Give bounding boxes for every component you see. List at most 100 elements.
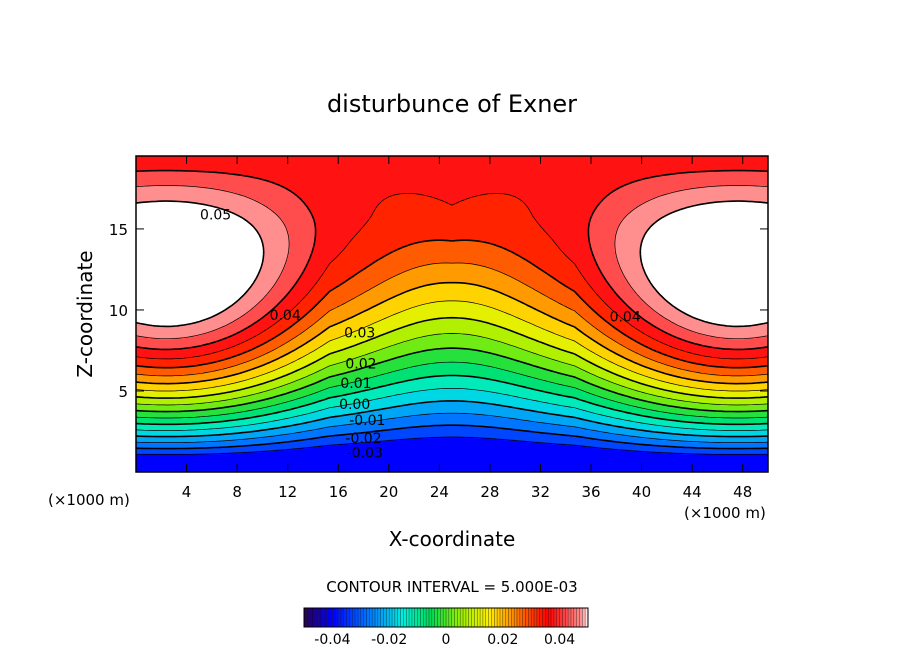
x-tick-label: 20: [379, 483, 398, 501]
colorbar-swatch: [318, 608, 322, 627]
contour-line: [135, 347, 769, 413]
colorbar-swatch: [352, 608, 356, 627]
colorbar-swatch: [392, 608, 395, 627]
colorbar-swatch: [338, 608, 341, 627]
contour-label: 0.04: [270, 308, 301, 324]
colorbar-swatch: [499, 608, 503, 627]
colorbar-swatch: [468, 608, 472, 627]
colorbar-swatch: [542, 608, 546, 627]
plot-frame: [135, 155, 769, 473]
colorbar-swatch: [457, 608, 461, 627]
colorbar-swatch: [360, 608, 364, 627]
colorbar-swatch: [332, 608, 336, 627]
colorbar-frame: [303, 607, 589, 628]
x-axis: 4 8 12 16 20 24 28 32 36 40 44 48: [182, 156, 752, 501]
colorbar-swatch: [531, 608, 535, 627]
colorbar-swatch: [480, 608, 483, 627]
colorbar-tick-label: 0: [442, 632, 451, 648]
colorbar-tick-label: -0.04: [314, 632, 350, 648]
colorbar-tick-label: -0.02: [371, 632, 407, 648]
colorbar-swatch: [306, 608, 310, 627]
colorbar-swatch: [460, 608, 464, 627]
colorbar-swatch: [343, 608, 347, 627]
colorbar-swatch: [426, 608, 429, 627]
colorbar-swatch: [502, 608, 506, 627]
contour-label: -0.01: [349, 413, 385, 429]
colorbar-swatch: [565, 608, 569, 627]
colorbar-swatch: [448, 608, 452, 627]
x-tick-label: 16: [329, 483, 348, 501]
colorbar-swatch: [389, 608, 393, 627]
x-tick-label: 32: [531, 483, 550, 501]
colorbar-swatch: [517, 608, 520, 627]
colorbar-swatch: [321, 608, 324, 627]
colorbar-swatch: [488, 608, 492, 627]
contour-plot: 0.05 0.04 0.04 0.03 0.02 0.01 0.00-0.01 -0.02-0…: [135, 155, 769, 473]
colorbar-swatch: [465, 608, 469, 627]
contour-line: [135, 361, 769, 419]
contour-line: [135, 239, 769, 369]
colorbar-swatch: [579, 608, 583, 627]
colorbar-swatch: [440, 608, 444, 627]
colorbar-stripes: [303, 608, 588, 627]
colorbar-swatch: [417, 608, 421, 627]
colorbar-swatch: [369, 608, 373, 627]
x-unit-right: (×1000 m): [684, 504, 766, 522]
contour-line: [135, 424, 769, 450]
colorbar-swatch: [491, 608, 495, 627]
contour-line: [135, 281, 769, 385]
colorbar-swatch: [428, 608, 432, 627]
y-tick-label: 5: [118, 383, 128, 401]
colorbar-swatch: [397, 608, 401, 627]
x-tick-label: 40: [632, 483, 651, 501]
contour-line: [135, 388, 769, 431]
colorbar-swatch: [505, 608, 509, 627]
colorbar-swatch: [414, 608, 418, 627]
x-tick-label: 36: [581, 483, 600, 501]
contour-line: [135, 169, 769, 351]
colorbar-swatch: [511, 608, 515, 627]
colorbar-swatch: [585, 608, 588, 627]
colorbar-swatch: [420, 608, 424, 627]
colorbar-swatch: [508, 608, 512, 627]
colorbar-swatch: [349, 608, 353, 627]
contour-labels: 0.05 0.04 0.04 0.03 0.02 0.01 0.00-0.01 -0.02-0…: [200, 207, 641, 461]
colorbar-swatch: [329, 608, 333, 627]
contour-line: [135, 374, 769, 426]
colorbar-tick-label: 0.02: [487, 632, 518, 648]
x-tick-label: 48: [733, 483, 752, 501]
colorbar-swatch: [553, 608, 557, 627]
y-tick-label: 10: [109, 302, 128, 320]
contour-label: 0.03: [344, 326, 375, 342]
colorbar-swatch: [525, 608, 529, 627]
contour-line: [135, 436, 769, 455]
colorbar-swatch: [482, 608, 486, 627]
colorbar-swatch: [497, 608, 500, 627]
colorbar-swatch: [304, 608, 307, 627]
contour-label: -0.03: [347, 446, 383, 462]
colorbar-swatch: [514, 608, 517, 627]
contour-label: 0.00: [339, 397, 370, 413]
colorbar-swatch: [431, 608, 435, 627]
contour-label: 0.02: [345, 356, 376, 372]
contour-line: [135, 262, 769, 377]
contour-line: [135, 412, 769, 443]
contour-line: [135, 185, 769, 340]
colorbar-swatch: [346, 608, 350, 627]
colorbar-swatch: [573, 608, 577, 627]
colorbar-swatch: [519, 608, 523, 627]
colorbar-swatch: [309, 608, 313, 627]
colorbar-swatch: [437, 608, 441, 627]
y-axis-label: Z-coordinate: [73, 250, 97, 377]
x-tick-label: 12: [278, 483, 297, 501]
colorbar-swatch: [363, 608, 367, 627]
colorbar-swatch: [323, 608, 327, 627]
colorbar-swatch: [375, 608, 378, 627]
contour-line: [135, 193, 769, 360]
x-axis-label: X-coordinate: [389, 527, 516, 551]
contour-interval-text: CONTOUR INTERVAL = 5.000E-03: [326, 578, 577, 596]
x-tick-label: 24: [430, 483, 449, 501]
colorbar-swatch: [528, 608, 532, 627]
colorbar-ticks: -0.04 -0.02 0 0.02 0.04: [314, 632, 575, 648]
